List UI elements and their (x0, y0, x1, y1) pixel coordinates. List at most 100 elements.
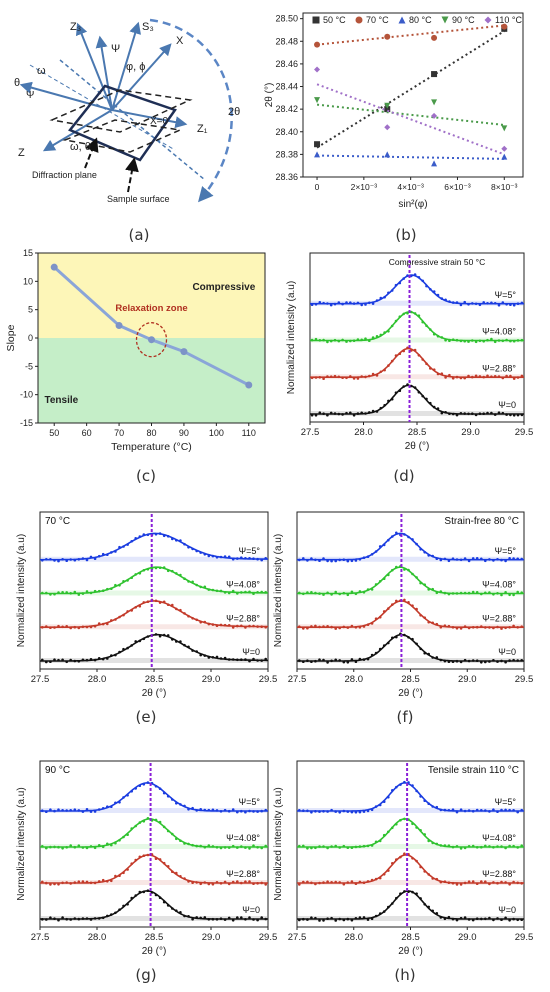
data-point (425, 284, 428, 288)
series-label: Ψ=5° (495, 290, 517, 300)
data-point (431, 621, 435, 625)
data-point (334, 590, 338, 594)
data-point (496, 881, 499, 885)
data-point (390, 324, 394, 328)
slope-point (50, 263, 58, 271)
data-point (252, 557, 255, 560)
data-point (493, 413, 497, 416)
data-point (166, 865, 170, 868)
data-point (512, 658, 515, 662)
data-point (69, 882, 72, 885)
data-point (512, 809, 515, 812)
data-point (338, 881, 342, 884)
label-z: Z (18, 147, 25, 159)
data-point (195, 881, 198, 884)
data-point (158, 820, 162, 824)
data-point (158, 858, 162, 861)
data-point (459, 660, 463, 664)
data-point (106, 657, 109, 660)
data-point (199, 916, 202, 920)
data-point (260, 881, 264, 885)
data-point (520, 659, 523, 662)
data-point (154, 566, 158, 570)
data-point (215, 589, 219, 593)
data-point (134, 573, 137, 576)
data-point (203, 553, 207, 556)
data-point (375, 335, 379, 338)
fit-line (317, 154, 505, 160)
data-point (240, 845, 243, 848)
label-phi: φ, ϕ (126, 61, 145, 73)
data-point (110, 587, 113, 590)
data-point (338, 846, 342, 849)
data-point (516, 881, 519, 885)
data-point (97, 808, 101, 811)
data-point (387, 830, 390, 834)
label-two-theta: 2θ (228, 106, 240, 118)
slope-point (180, 348, 188, 356)
x-axis-label: 2θ (°) (142, 946, 167, 957)
data-point (171, 569, 174, 573)
data-point (415, 859, 418, 863)
data-point (431, 34, 438, 41)
data-point (175, 539, 178, 542)
data-point (439, 880, 443, 884)
series-band (298, 624, 523, 630)
data-point (350, 880, 354, 883)
data-point (240, 809, 243, 813)
data-point (236, 880, 239, 883)
data-point (354, 592, 358, 596)
fit-curve (297, 818, 524, 848)
data-point (429, 367, 432, 370)
data-point (497, 339, 501, 342)
data-point (366, 657, 370, 661)
data-point (329, 411, 333, 415)
data-point (130, 609, 133, 612)
data-point (118, 545, 121, 549)
data-point (516, 557, 519, 561)
data-point (358, 626, 362, 629)
data-point (378, 580, 382, 583)
data-point (175, 572, 178, 575)
data-point (314, 810, 317, 813)
data-point (504, 660, 507, 664)
data-point (130, 827, 133, 830)
data-point (443, 917, 447, 921)
x-tick-label: 28.0 (88, 674, 107, 685)
data-point (346, 626, 350, 629)
data-point (427, 554, 431, 557)
data-point (240, 658, 243, 661)
data-point (480, 845, 483, 849)
data-point (421, 279, 425, 283)
data-point (223, 880, 227, 884)
data-point (118, 908, 121, 911)
data-point (391, 603, 394, 606)
data-point (264, 844, 268, 848)
data-point (215, 556, 219, 559)
x-tick-label: 4×10⁻³ (397, 182, 424, 192)
data-point (326, 917, 329, 920)
data-point (227, 882, 231, 886)
data-point (97, 880, 101, 883)
data-point (41, 845, 44, 848)
data-point (423, 550, 427, 554)
data-point (211, 623, 215, 626)
data-point (101, 589, 105, 592)
data-point (480, 661, 483, 664)
data-point (171, 832, 174, 836)
data-point (334, 559, 338, 563)
data-point (407, 568, 410, 572)
data-point (45, 810, 48, 813)
data-point (97, 622, 101, 625)
data-point (431, 841, 435, 845)
data-point (106, 587, 109, 591)
data-point (207, 622, 211, 626)
data-point (146, 853, 150, 857)
x-tick-label: 29.0 (202, 932, 221, 943)
data-point (334, 919, 338, 922)
x-tick-label: 28.5 (408, 427, 427, 438)
data-point (326, 846, 329, 850)
data-point (183, 577, 186, 580)
series-band (298, 556, 523, 562)
data-point (256, 810, 259, 813)
